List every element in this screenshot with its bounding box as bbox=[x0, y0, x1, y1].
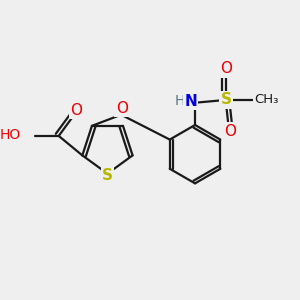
Text: S: S bbox=[102, 167, 113, 182]
Text: S: S bbox=[221, 92, 232, 107]
Text: O: O bbox=[70, 103, 82, 118]
Text: O: O bbox=[224, 124, 236, 139]
Text: O: O bbox=[220, 61, 232, 76]
Text: CH₃: CH₃ bbox=[254, 94, 278, 106]
Text: H: H bbox=[175, 94, 185, 108]
Text: N: N bbox=[184, 94, 197, 109]
Text: O: O bbox=[116, 101, 128, 116]
Text: HO: HO bbox=[0, 128, 21, 142]
